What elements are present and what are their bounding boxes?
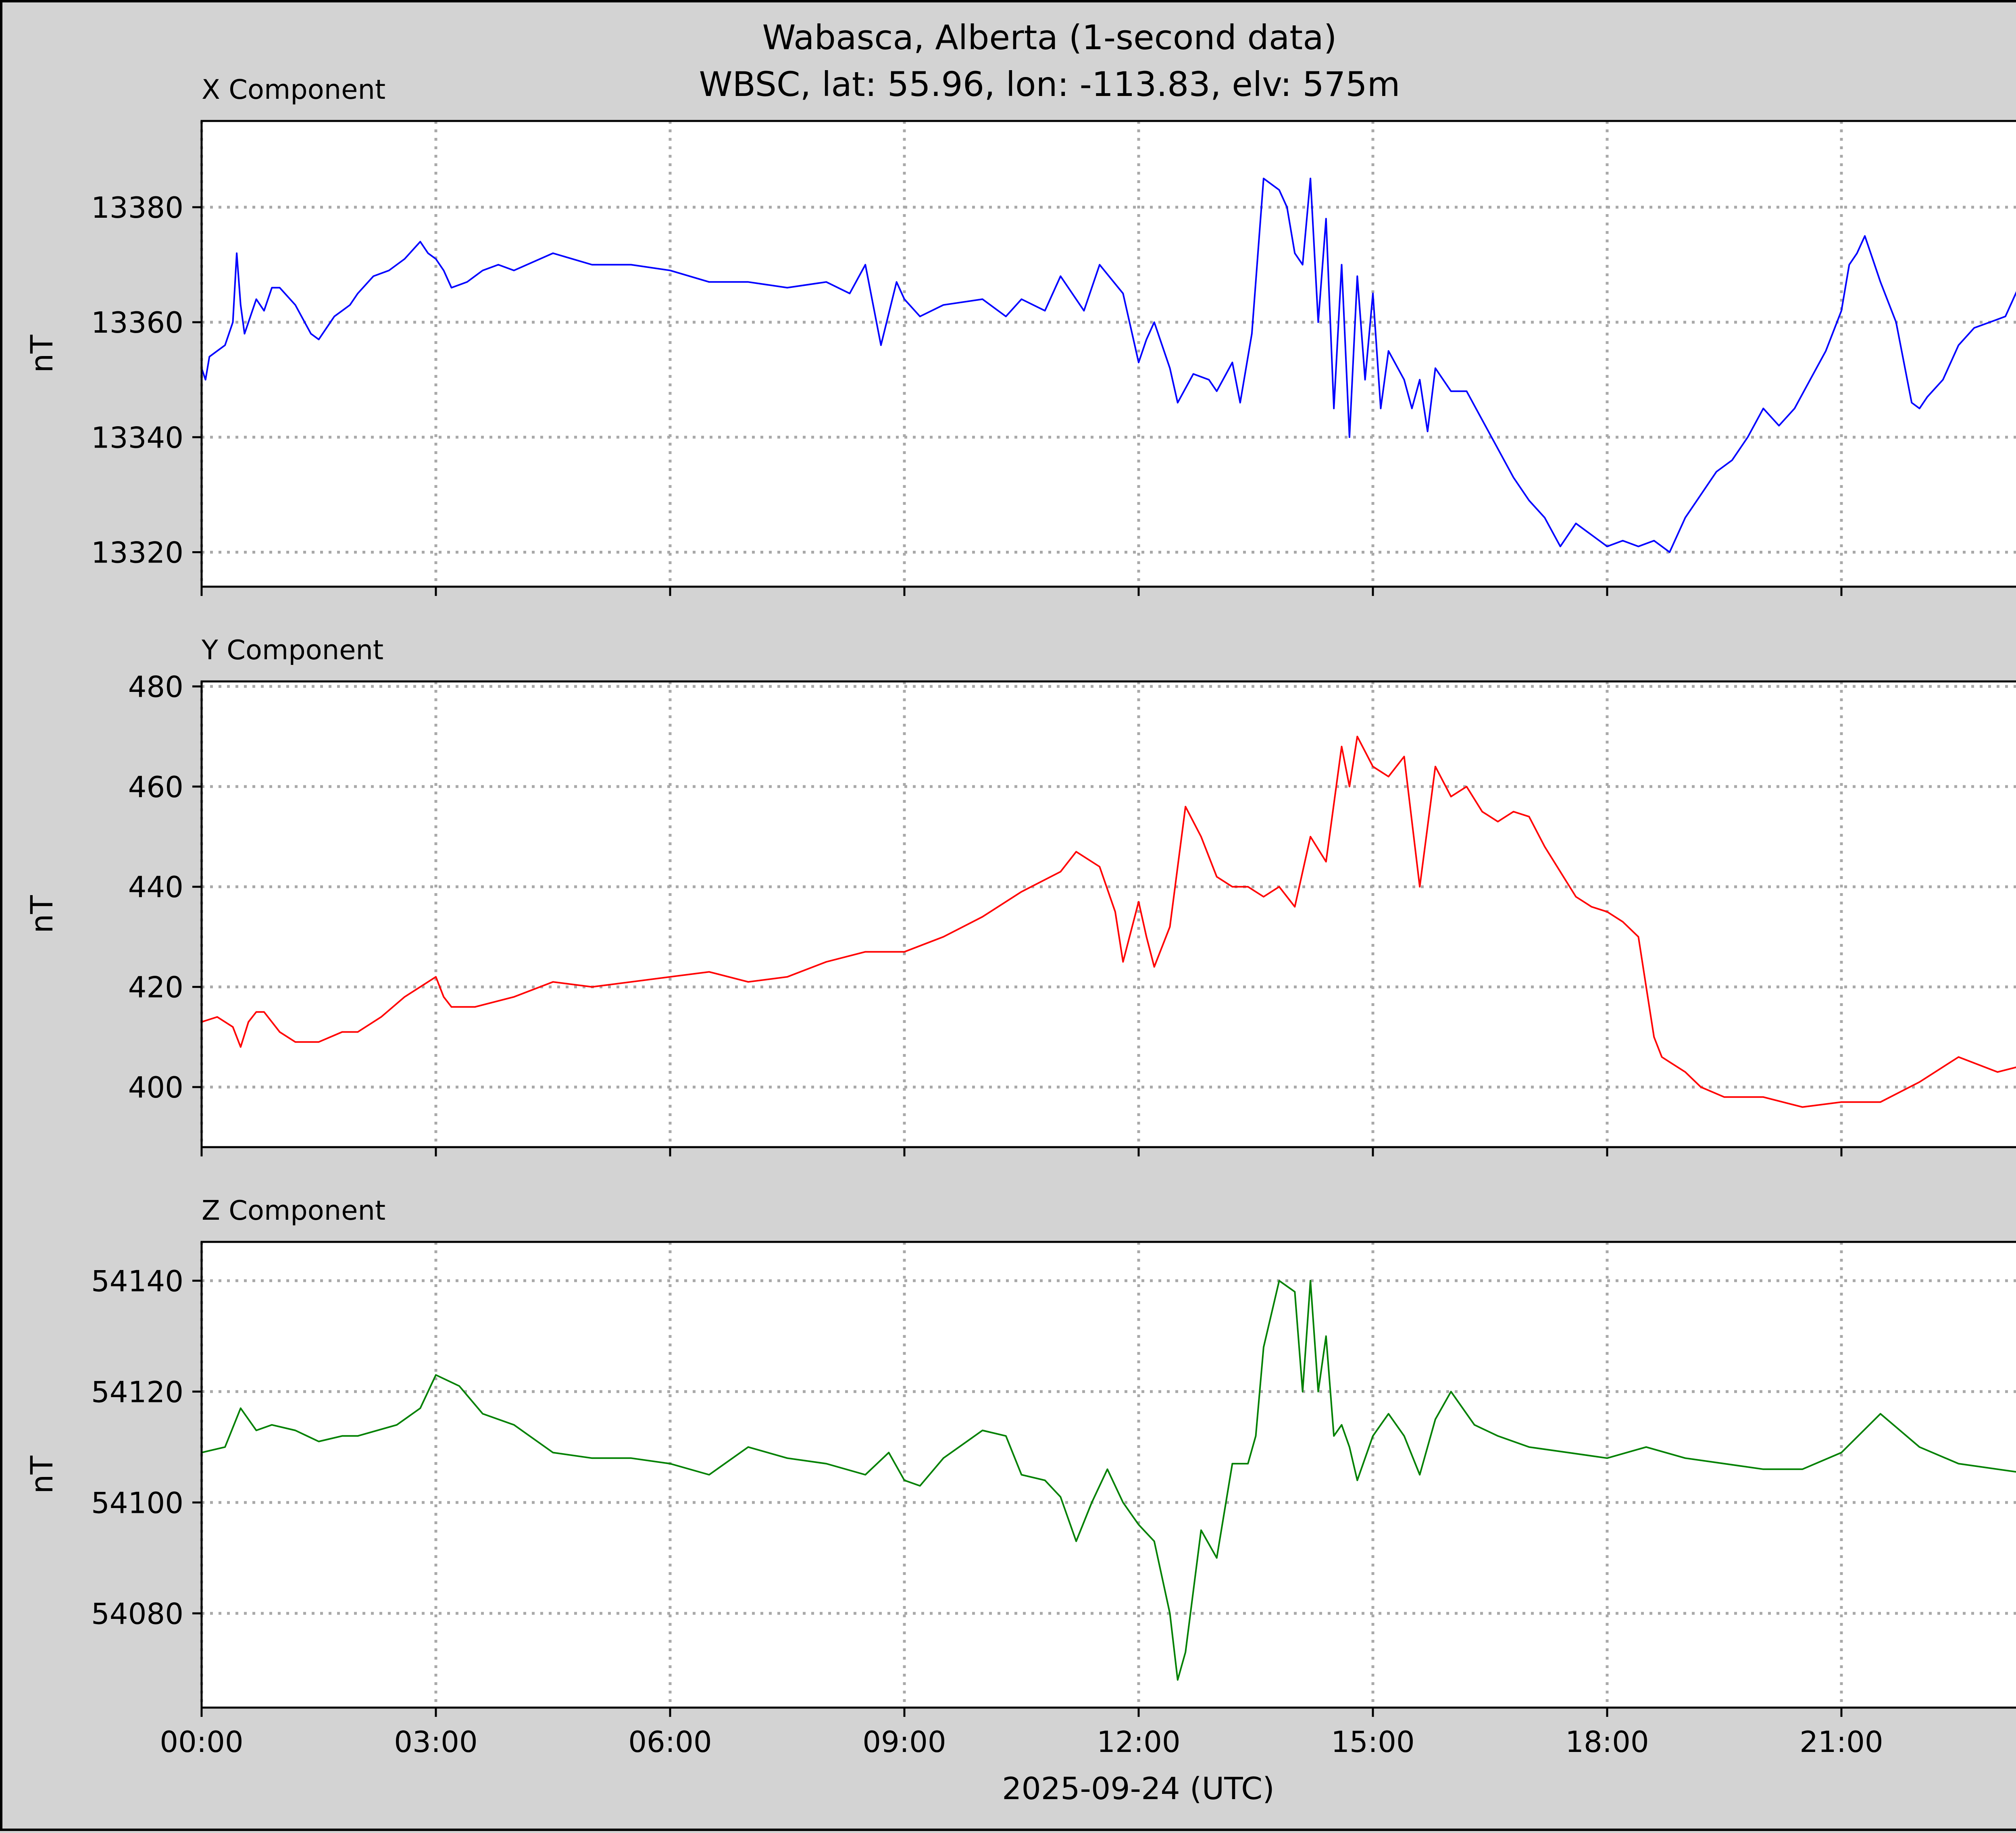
panel-y: 400 420 440 460 480 Y Component nT (24, 634, 2016, 1156)
y-tick-label-y-1: 420 (128, 971, 183, 1004)
y-axis-label-y: nT (24, 895, 60, 933)
x-tick-label-7: 21:00 (1799, 1725, 1883, 1759)
panel-x: 13320 13340 13360 13380 X Component nT (24, 74, 2016, 596)
y-axis-label-z: nT (24, 1456, 60, 1494)
x-tick-label-5: 15:00 (1331, 1725, 1415, 1759)
figure-title-line-2: WBSC, lat: 55.96, lon: -113.83, elv: 575… (699, 65, 1400, 104)
series-line-z (201, 1280, 2016, 1681)
y-tick-label-x-0: 13320 (91, 535, 183, 569)
panel-z: 00:00 03:00 06:00 09:00 12:00 15:00 18:00 21:00… (24, 1195, 2016, 1759)
plot-area-x (202, 121, 2016, 587)
y-tick-label-z-2: 54120 (91, 1375, 183, 1409)
y-tick-label-z-3: 54140 (91, 1264, 183, 1298)
y-tick-label-z-0: 54080 (91, 1597, 183, 1631)
y-tick-label-x-2: 13360 (91, 306, 183, 340)
y-tick-label-y-0: 400 (128, 1071, 183, 1104)
y-tick-label-z-1: 54100 (91, 1486, 183, 1520)
figure-title-line-1: Wabasca, Alberta (1-second data) (762, 18, 1337, 57)
y-axis-label-x: nT (24, 335, 60, 373)
y-tick-label-y-2: 440 (128, 870, 183, 904)
x-tick-label-0: 00:00 (160, 1725, 244, 1759)
x-tick-label-6: 18:00 (1565, 1725, 1649, 1759)
series-line-y (201, 735, 2016, 1108)
y-tick-label-x-3: 13380 (91, 191, 183, 225)
plot-area-y (202, 681, 2016, 1147)
x-tick-label-2: 06:00 (628, 1725, 712, 1759)
y-tick-label-x-1: 13340 (91, 421, 183, 454)
panel-title-x: X Component (202, 74, 385, 105)
x-tick-label-1: 03:00 (394, 1725, 478, 1759)
x-tick-label-4: 12:00 (1097, 1725, 1181, 1759)
panel-title-y: Y Component (201, 634, 383, 666)
series-line-x (201, 177, 2016, 553)
x-axis-label: 2025-09-24 (UTC) (1002, 1771, 1275, 1806)
y-tick-label-y-3: 460 (128, 770, 183, 804)
plot-area-z (202, 1242, 2016, 1708)
y-tick-label-y-4: 480 (128, 670, 183, 704)
panel-title-z: Z Component (202, 1195, 385, 1226)
x-tick-label-3: 09:00 (862, 1725, 946, 1759)
